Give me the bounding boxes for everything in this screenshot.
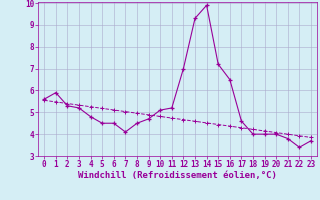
X-axis label: Windchill (Refroidissement éolien,°C): Windchill (Refroidissement éolien,°C) <box>78 171 277 180</box>
